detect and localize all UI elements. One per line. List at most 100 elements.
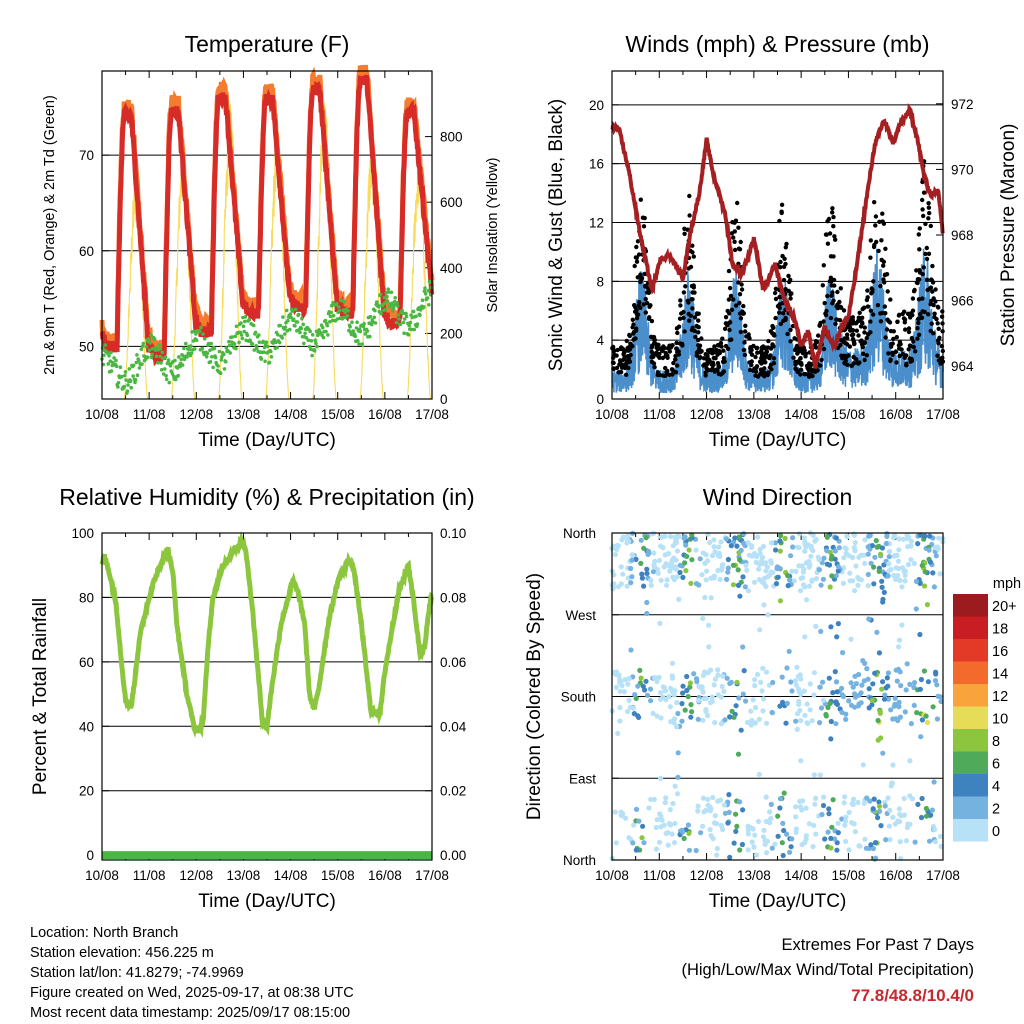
dewpoint-point bbox=[312, 349, 317, 353]
wind-direction-point bbox=[656, 557, 663, 564]
gust-point bbox=[908, 311, 913, 316]
gust-point bbox=[673, 357, 678, 362]
dewpoint-point bbox=[368, 314, 373, 319]
y2-tick-label: 0.10 bbox=[440, 526, 466, 541]
wind-direction-point bbox=[870, 845, 877, 852]
gust-point bbox=[636, 252, 642, 257]
wind-direction-point bbox=[812, 801, 818, 807]
wind-direction-point bbox=[625, 708, 631, 715]
dewpoint-point bbox=[426, 288, 431, 293]
dewpoint-point bbox=[310, 333, 315, 337]
dewpoint-point bbox=[180, 363, 185, 367]
wind-direction-point bbox=[689, 557, 695, 563]
gust-point bbox=[720, 336, 725, 341]
gust-point bbox=[856, 333, 861, 338]
dewpoint-point bbox=[265, 344, 270, 349]
wind-direction-point bbox=[737, 593, 743, 599]
dewpoint-point bbox=[291, 317, 296, 322]
gust-point bbox=[820, 283, 825, 288]
wind-direction-point bbox=[758, 679, 764, 686]
gust-point bbox=[794, 343, 800, 349]
wind-direction-point bbox=[933, 839, 939, 845]
wind-direction-point bbox=[741, 668, 747, 674]
wind-direction-point bbox=[826, 811, 832, 817]
dewpoint-series bbox=[100, 279, 434, 396]
wind-direction-point bbox=[672, 820, 678, 827]
gust-point bbox=[715, 343, 721, 348]
wind-direction-point bbox=[621, 689, 628, 695]
dewpoint-point bbox=[168, 364, 173, 368]
dewpoint-point bbox=[376, 305, 381, 309]
gust-point bbox=[675, 349, 680, 355]
gust-point bbox=[845, 332, 850, 337]
gust-point bbox=[634, 244, 639, 250]
wind-direction-point bbox=[901, 568, 907, 575]
wind-direction-point bbox=[794, 711, 801, 717]
gust-point bbox=[780, 253, 785, 259]
colorbar-label: 8 bbox=[992, 734, 1000, 750]
dewpoint-point bbox=[300, 316, 304, 321]
wind-direction-point bbox=[661, 684, 667, 691]
gust-point bbox=[868, 238, 873, 243]
y-tick-label: 0 bbox=[86, 848, 94, 863]
dewpoint-point bbox=[242, 329, 246, 334]
wind-direction-point bbox=[679, 718, 685, 724]
wind-direction-point bbox=[730, 562, 737, 568]
wind-direction-point bbox=[722, 717, 728, 723]
gust-point bbox=[779, 202, 785, 207]
gust-point bbox=[860, 321, 865, 326]
x-tick-label: 15/08 bbox=[321, 407, 355, 422]
wind-direction-point bbox=[673, 566, 679, 572]
wind-direction-point bbox=[791, 578, 797, 584]
wind-direction-point bbox=[899, 622, 905, 628]
dewpoint-point bbox=[401, 320, 406, 325]
dewpoint-point bbox=[194, 338, 199, 343]
gust-point bbox=[738, 239, 743, 245]
wind-direction-point bbox=[757, 561, 763, 568]
wind-direction-point bbox=[642, 687, 648, 693]
wind-direction-point bbox=[635, 683, 641, 689]
x-axis-label: Time (Day/UTC) bbox=[709, 891, 847, 912]
gust-point bbox=[918, 312, 923, 317]
wind-direction-point bbox=[718, 797, 724, 803]
gust-point bbox=[747, 367, 753, 373]
wind-direction-point bbox=[810, 844, 816, 850]
gust-point bbox=[766, 338, 771, 344]
wind-direction-point bbox=[727, 680, 733, 687]
wind-direction-point bbox=[719, 562, 726, 568]
dewpoint-point bbox=[358, 329, 363, 334]
wind-direction-point bbox=[855, 574, 861, 581]
wind-direction-point bbox=[863, 845, 870, 851]
wind-direction-point bbox=[903, 838, 910, 844]
wind-direction-point bbox=[841, 800, 847, 806]
wind-direction-point bbox=[709, 694, 715, 700]
wind-direction-point bbox=[866, 533, 872, 539]
wind-direction-point bbox=[918, 734, 924, 740]
gust-point bbox=[749, 347, 754, 353]
wind-direction-point bbox=[684, 687, 690, 694]
wind-direction-point bbox=[879, 545, 886, 551]
wind-direction-point bbox=[817, 684, 823, 690]
wind-direction-point bbox=[726, 809, 732, 816]
gust-point bbox=[705, 357, 710, 363]
gust-point bbox=[854, 328, 859, 333]
gust-point bbox=[777, 218, 782, 224]
x-tick-label: 13/08 bbox=[737, 868, 771, 883]
wind-direction-point bbox=[895, 558, 902, 564]
wind-direction-point bbox=[862, 660, 868, 667]
gust-point bbox=[862, 330, 867, 335]
wind-direction-point bbox=[889, 780, 896, 786]
dewpoint-point bbox=[220, 354, 224, 359]
gust-point bbox=[903, 327, 908, 332]
x-tick-label: 11/08 bbox=[643, 868, 676, 883]
dewpoint-point bbox=[119, 374, 124, 379]
wind-direction-point bbox=[787, 577, 793, 583]
gust-point bbox=[694, 323, 699, 329]
wind-direction-point bbox=[739, 841, 746, 848]
wind-direction-point bbox=[815, 554, 821, 560]
gust-point bbox=[771, 356, 777, 361]
wind-direction-point bbox=[738, 547, 744, 554]
dewpoint-point bbox=[310, 353, 314, 358]
gust-point bbox=[882, 280, 887, 285]
